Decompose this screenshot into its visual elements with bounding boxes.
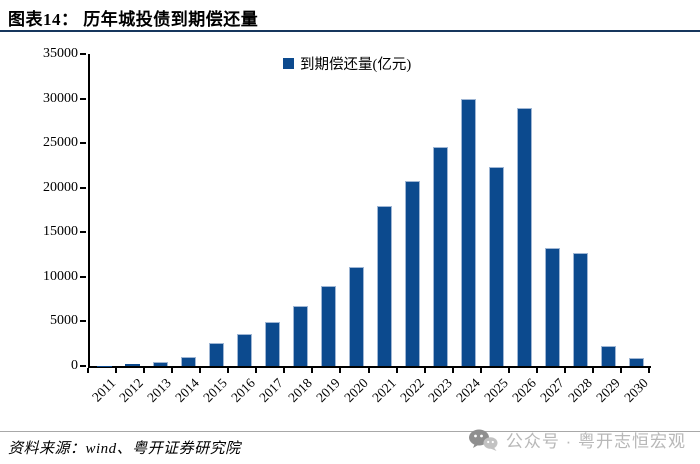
x-axis-tick-label: 2025 [481, 375, 511, 405]
y-axis-tick [80, 186, 86, 189]
legend-swatch [283, 58, 294, 69]
y-axis-tick [80, 365, 86, 367]
x-axis-tick [339, 368, 342, 373]
x-axis-tick-label: 2014 [172, 375, 203, 405]
y-axis-tick-label: 35000 [43, 46, 78, 61]
x-axis-tick-label: 2016 [228, 375, 259, 405]
bar-2027 [545, 248, 561, 366]
bar-2024 [461, 98, 477, 366]
y-axis-tick [80, 97, 86, 100]
x-axis-tick-label: 2026 [509, 375, 539, 405]
x-axis-tick [143, 368, 146, 373]
y-axis-tick [80, 275, 86, 278]
x-axis-tick [311, 368, 314, 373]
bar-2021 [377, 205, 393, 366]
x-axis-tick [283, 368, 286, 373]
bar-2013 [152, 361, 168, 366]
x-axis-tick-label: 2017 [256, 375, 287, 405]
x-axis-tick [255, 368, 258, 373]
bar-2017 [264, 322, 280, 366]
watermark-label: 公众号 · 粤开志恒宏观 [505, 432, 686, 451]
figure-title: 图表14： 历年城投债到期偿还量 [8, 10, 259, 29]
x-axis-tick-label: 2011 [88, 375, 119, 405]
bar-2022 [405, 181, 421, 366]
x-axis-tick [507, 368, 510, 373]
chart-plot-area [88, 54, 651, 368]
bar-2012 [124, 364, 140, 366]
x-axis-tick-label: 2027 [537, 375, 567, 405]
x-axis-tick [87, 368, 89, 373]
y-axis-tick-label: 15000 [43, 224, 78, 240]
x-axis-tick-label: 2028 [565, 375, 595, 405]
watermark: 公众号 · 粤开志恒宏观 [468, 427, 686, 452]
x-axis-tick [227, 368, 230, 373]
bar-2018 [292, 306, 308, 366]
bar-2025 [489, 167, 505, 366]
x-axis-tick-label: 2029 [593, 375, 623, 405]
x-axis-tick [199, 368, 202, 373]
x-axis-tick [367, 368, 370, 373]
x-axis-tick [395, 368, 398, 373]
bar-2016 [236, 333, 252, 366]
y-axis-tick-label: 30000 [43, 90, 78, 106]
y-axis-tick [80, 142, 86, 145]
chart-legend: 到期偿还量(亿元) [283, 53, 411, 74]
bar-2019 [320, 285, 336, 366]
x-axis-tick-label: 2030 [621, 375, 652, 405]
bar-2014 [180, 357, 196, 366]
x-axis-tick-label: 2018 [284, 375, 315, 405]
x-axis-tick-label: 2015 [200, 375, 231, 405]
x-axis-tick [171, 368, 174, 373]
bar-2020 [348, 267, 364, 366]
x-axis-tick-label: 2023 [424, 375, 455, 405]
x-axis-tick-label: 2019 [312, 375, 343, 405]
footer-divider [0, 431, 700, 432]
y-axis-tick-label: 25000 [43, 135, 78, 151]
bar-2030 [629, 357, 645, 366]
legend-label: 到期偿还量(亿元) [300, 57, 412, 73]
x-axis-tick [563, 368, 566, 373]
x-axis-tick-label: 2013 [144, 375, 175, 405]
wechat-icon [468, 429, 498, 451]
x-axis-tick [648, 368, 650, 373]
x-axis-tick [479, 368, 482, 373]
y-axis-tick-label: 10000 [43, 268, 78, 284]
source-note: 资料来源：wind、粤开证券研究院 [8, 441, 241, 457]
x-axis-tick [619, 368, 622, 373]
x-axis-tick-label: 2012 [116, 375, 147, 405]
y-axis-tick [80, 231, 86, 234]
x-axis-tick [423, 368, 426, 373]
x-axis-tick [115, 368, 118, 373]
bar-2029 [601, 345, 617, 366]
x-axis-tick [451, 368, 454, 373]
y-axis-tick-label: 20000 [43, 179, 78, 195]
y-axis-tick-label: 0 [71, 358, 78, 373]
y-axis-tick [80, 53, 86, 55]
x-axis-tick-label: 2020 [340, 375, 371, 405]
y-axis-tick [80, 320, 86, 323]
y-axis-tick-label: 5000 [50, 313, 78, 329]
bar-2023 [433, 146, 449, 366]
x-axis-tick-label: 2021 [368, 375, 399, 405]
x-axis-tick [535, 368, 538, 373]
title-divider [0, 30, 700, 32]
x-axis-tick [591, 368, 594, 373]
bar-2026 [517, 107, 533, 366]
bar-2015 [208, 343, 224, 366]
x-axis-tick-label: 2022 [396, 375, 427, 405]
bar-2028 [573, 252, 589, 366]
x-axis-tick-label: 2024 [453, 375, 483, 405]
